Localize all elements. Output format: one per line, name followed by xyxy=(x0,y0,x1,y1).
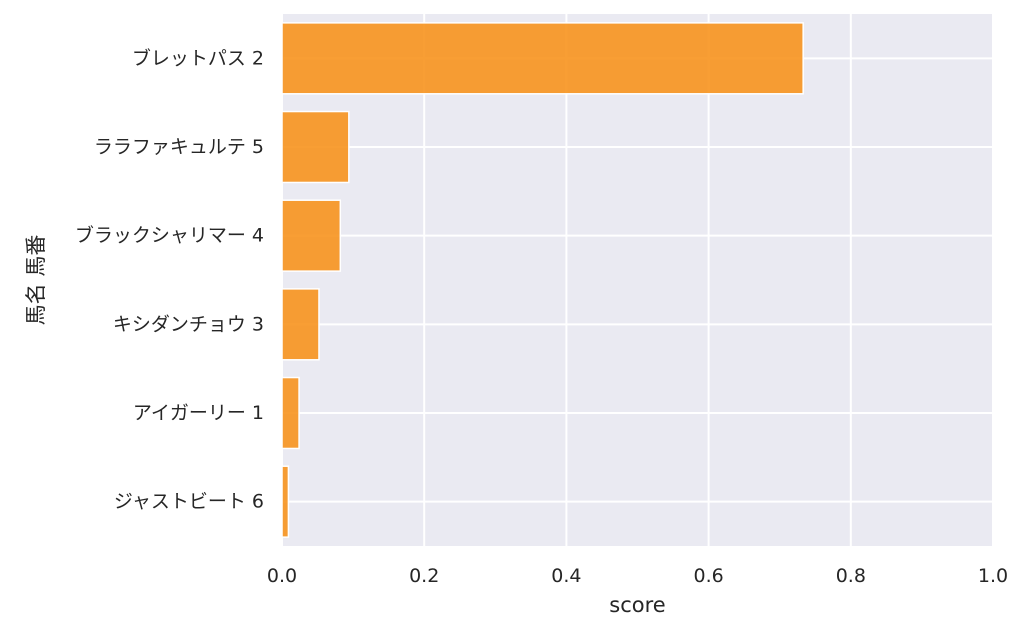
x-tick-label: 1.0 xyxy=(978,565,1008,587)
y-tick-label: ジャストビート 6 xyxy=(114,491,264,513)
x-tick-label: 0.4 xyxy=(551,565,581,587)
bar xyxy=(281,199,342,272)
y-tick-labels: ブレットパス 2 ララファキュルテ 5 ブラックシャリマー 4 キシダンチョウ 3 アイ… xyxy=(75,46,264,512)
x-tick-label: 0.6 xyxy=(693,565,723,587)
y-tick-label: アイガーリー 1 xyxy=(133,402,264,424)
y-tick-label: ブラックシャリマー 4 xyxy=(75,224,264,247)
x-tick-label: 0.0 xyxy=(267,565,297,587)
y-tick-label: ブレットパス 2 xyxy=(132,46,264,69)
x-tick-label: 0.2 xyxy=(409,565,439,587)
plot-background xyxy=(282,14,993,546)
x-tick-label: 0.8 xyxy=(836,565,866,587)
bars xyxy=(281,22,804,538)
bar xyxy=(281,288,320,361)
y-axis-label: 馬名 馬番 xyxy=(24,235,48,326)
bar xyxy=(281,465,290,538)
y-tick-label: ララファキュルテ 5 xyxy=(94,136,264,158)
x-axis-label: score xyxy=(609,593,665,617)
bar xyxy=(281,110,350,184)
y-tick-label: キシダンチョウ 3 xyxy=(113,313,264,335)
bar xyxy=(281,376,300,450)
bar xyxy=(281,22,804,95)
grid-lines xyxy=(281,14,994,546)
x-tick-labels: 0.0 0.2 0.4 0.6 0.8 1.0 xyxy=(267,565,1008,587)
